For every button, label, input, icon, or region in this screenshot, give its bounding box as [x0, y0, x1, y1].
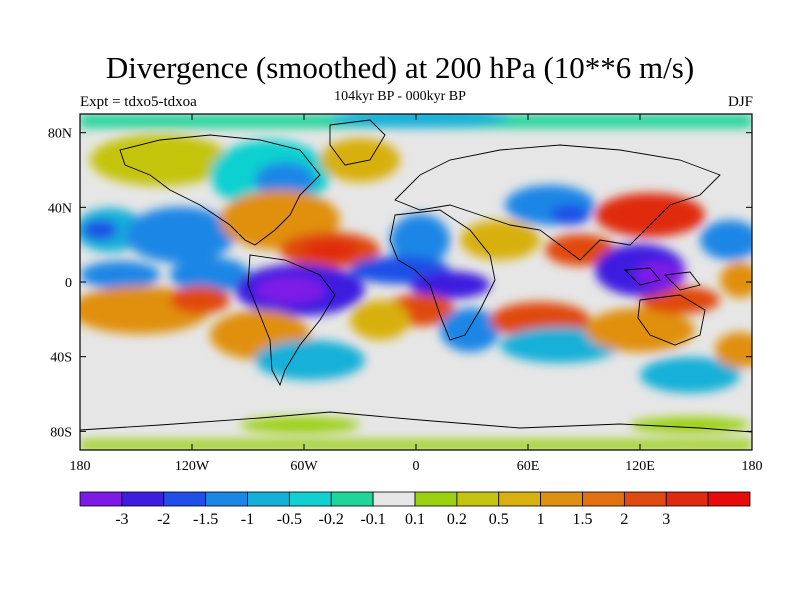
colorbar-swatch: [288, 491, 332, 507]
colorbar-swatch: [372, 491, 416, 507]
colorbar-swatch: [498, 491, 542, 507]
x-tick-label: 120E: [625, 459, 655, 474]
colorbar-swatch: [330, 491, 374, 507]
colorbar-label: 1: [537, 511, 545, 528]
x-tick-label: 60W: [290, 459, 318, 474]
colorbar-label: 0.1: [405, 511, 425, 528]
x-tick-label: 120W: [175, 459, 210, 474]
colorbar-label: 1.5: [573, 511, 593, 528]
season-label: DJF: [727, 94, 753, 110]
colorbar-swatch: [205, 491, 248, 507]
experiment-label: Expt = tdxo5-tdxoa: [80, 94, 197, 110]
colorbar-label: -1: [241, 511, 254, 528]
colorbar-swatch: [623, 491, 667, 507]
colorbar-label: -1.5: [193, 511, 218, 528]
x-tick-label: 0: [413, 459, 420, 474]
colorbar-label: -0.5: [277, 511, 302, 528]
coastlines: [80, 119, 752, 433]
colorbar-label: 0.2: [447, 511, 467, 528]
colorbar-swatch: [247, 491, 290, 507]
y-tick-label: 40S: [50, 351, 72, 366]
x-tick-label: 60E: [517, 459, 540, 474]
x-tick-label: 180: [70, 459, 91, 474]
colorbar-label: 2: [620, 511, 628, 528]
colorbar-swatch: [456, 491, 500, 507]
y-tick-label: 40N: [48, 201, 72, 216]
colorbar-swatch: [121, 491, 165, 507]
axes: 180 120W 60W 0 60E 120E 180 80N 40N 0 40S 80S: [48, 114, 763, 474]
colorbar-label: -2: [157, 511, 170, 528]
chart-subtitle: 104kyr BP - 000kyr BP: [334, 89, 466, 104]
colorbar-label: 3: [662, 511, 670, 528]
colorbar-label: -0.1: [360, 511, 385, 528]
y-tick-label: 0: [65, 276, 72, 291]
colorbar-swatch: [163, 491, 207, 507]
colorbar-label: 0.5: [489, 511, 509, 528]
colorbar-swatch: [79, 491, 123, 507]
colorbar-swatch: [582, 491, 625, 507]
colorbar-swatch: [540, 491, 583, 507]
colorbar-label: -3: [115, 511, 128, 528]
chart-title: Divergence (smoothed) at 200 hPa (10**6 …: [105, 50, 695, 85]
colorbar-label: -0.2: [319, 511, 344, 528]
y-tick-label: 80N: [48, 127, 72, 142]
colorbar-swatch: [707, 491, 751, 507]
colorbar-swatch: [414, 491, 458, 507]
colorbar-swatch: [665, 491, 709, 507]
x-tick-label: 180: [742, 459, 763, 474]
y-tick-label: 80S: [50, 425, 72, 440]
divergence-field: [80, 114, 752, 450]
colorbar: -3 -2 -1.5 -1 -0.5 -0.2 -0.1 0.1 0.2 0.5 1 1.5 2 3: [79, 491, 751, 528]
